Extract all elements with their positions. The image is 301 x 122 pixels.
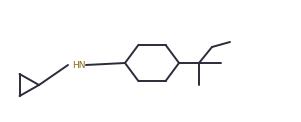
Text: HN: HN xyxy=(72,61,85,70)
